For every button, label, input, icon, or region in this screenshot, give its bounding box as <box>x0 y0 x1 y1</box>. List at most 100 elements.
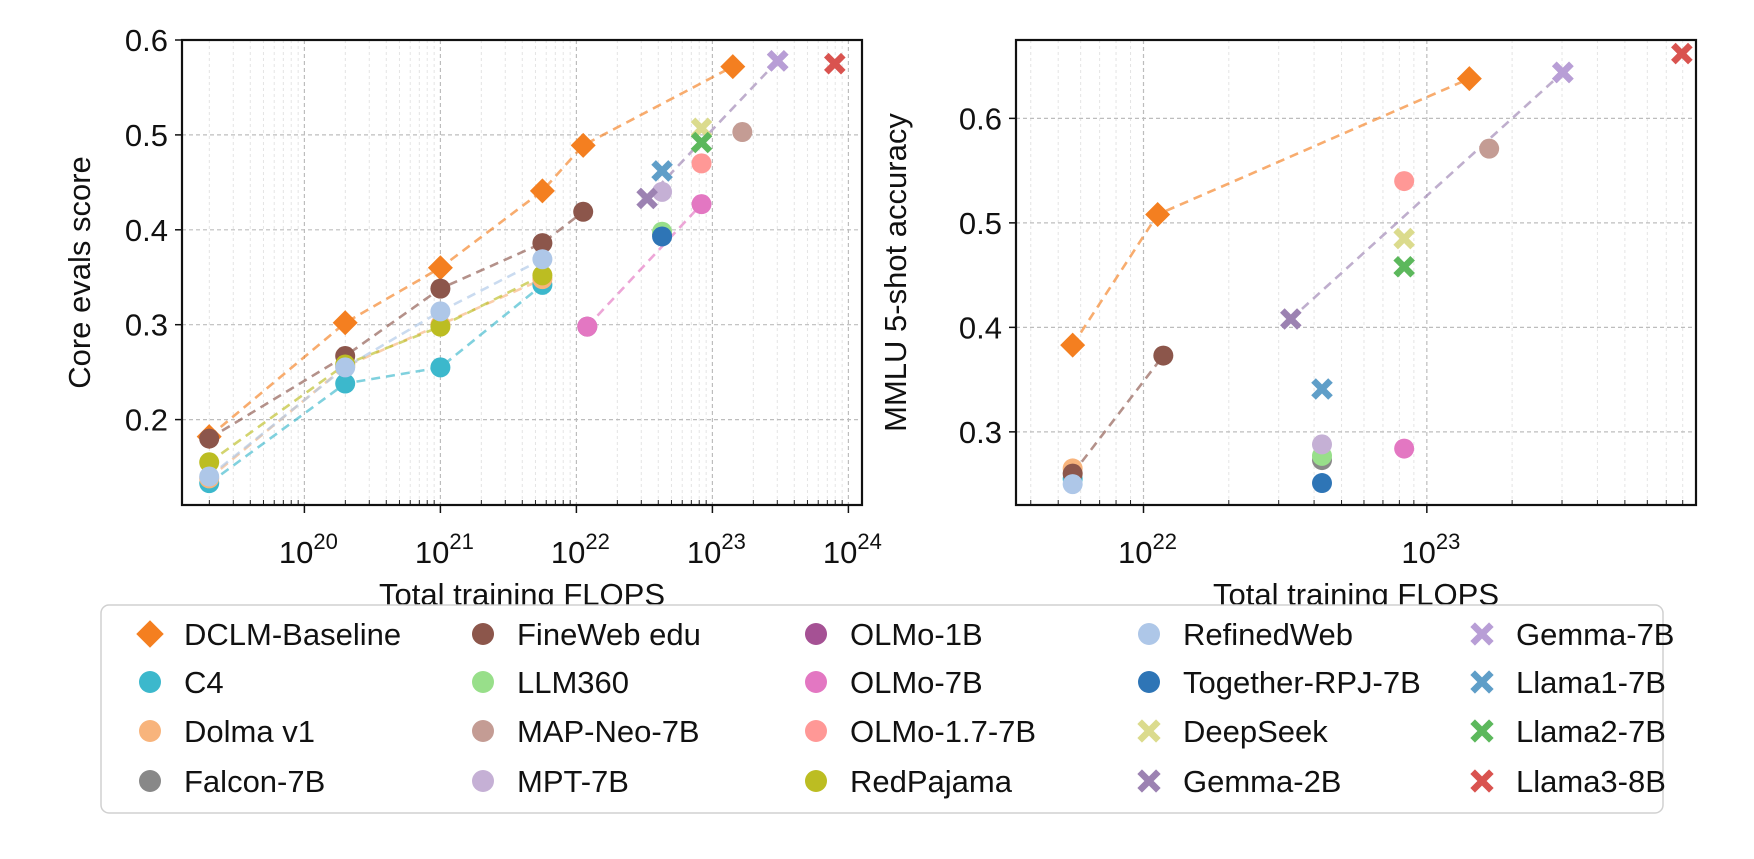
legend-marker <box>1138 623 1160 645</box>
legend-item-gemma-7b: Gemma-7B <box>1470 617 1674 652</box>
series-line-dclm-baseline <box>208 65 734 438</box>
legend-label: Gemma-2B <box>1183 764 1341 799</box>
legend-marker <box>1137 719 1161 743</box>
y-tick-label: 0.4 <box>959 310 1002 345</box>
y-tick-label: 0.6 <box>125 23 168 58</box>
series-line-fineweb-edu <box>1071 354 1165 475</box>
legend-label: MPT-7B <box>517 764 629 799</box>
series-lines <box>1071 71 1564 475</box>
data-point-llama2-7b <box>690 131 713 154</box>
legend-frame <box>100 604 1664 814</box>
x-tick-label: 1023 <box>1401 529 1460 570</box>
major-gridlines <box>182 40 862 505</box>
data-point-llama1-7b <box>1311 378 1333 400</box>
legend-marker <box>472 671 494 693</box>
series-line-gemma-2b <box>1289 71 1564 320</box>
y-tick-label: 0.6 <box>959 101 1002 136</box>
legend-label: C4 <box>184 665 224 700</box>
legend-item-olmo-7b: OLMo-7B <box>805 665 983 700</box>
legend-marker <box>1470 769 1494 793</box>
legend-item-llm360: LLM360 <box>472 665 629 700</box>
data-point-refinedweb <box>335 357 356 378</box>
legend-item-together-rpj-7b: Together-RPJ-7B <box>1138 665 1421 700</box>
data-point-dclm-baseline <box>427 255 453 281</box>
legend-label: DeepSeek <box>1183 714 1328 749</box>
legend-item-deepseek: DeepSeek <box>1137 714 1328 749</box>
legend-label: Falcon-7B <box>184 764 325 799</box>
legend-marker <box>139 770 161 792</box>
data-point-gemma-7b <box>1552 61 1574 84</box>
legend-marker <box>472 770 494 792</box>
data-point-dclm-baseline <box>570 132 596 158</box>
data-point-gemma-7b <box>766 50 789 72</box>
legend-item-mpt-7b: MPT-7B <box>472 764 629 799</box>
data-point-dclm-baseline <box>720 54 746 80</box>
legend-item-dolma-v1: Dolma v1 <box>139 714 315 749</box>
data-point-dclm-baseline <box>1145 202 1171 228</box>
data-point-gemma-2b <box>1280 308 1302 330</box>
legend-label: OLMo-1B <box>850 617 983 652</box>
legend-label: Llama1-7B <box>1516 665 1666 700</box>
data-point-together-rpj-7b <box>652 226 673 247</box>
data-point-dclm-baseline <box>529 178 555 204</box>
legend-marker <box>136 620 164 648</box>
legend-label: Llama3-8B <box>1516 764 1666 799</box>
data-point-llama3-8b <box>824 52 846 75</box>
legend-label: RefinedWeb <box>1183 617 1353 652</box>
legend-marker <box>139 671 161 693</box>
legend-marker <box>472 623 494 645</box>
legend-item-c4: C4 <box>139 665 224 700</box>
data-point-refinedweb <box>430 301 451 322</box>
major-gridlines <box>1016 40 1696 505</box>
legend-item-llama1-7b: Llama1-7B <box>1470 665 1666 700</box>
legend-label: LLM360 <box>517 665 629 700</box>
data-point-map-neo-7b <box>732 122 753 143</box>
legend-label: DCLM-Baseline <box>184 617 401 652</box>
axes-frame <box>180 38 864 507</box>
series-lines <box>208 59 779 485</box>
data-point-refinedweb <box>532 249 553 270</box>
data-point-c4 <box>430 357 451 378</box>
data-point-fineweb-edu <box>1153 345 1174 366</box>
data-point-llama3-8b <box>1671 42 1693 65</box>
data-point-together-rpj-7b <box>1312 473 1332 494</box>
x-tick-label: 1022 <box>551 529 610 570</box>
data-point-fineweb-edu <box>199 428 220 449</box>
data-point-llama2-7b <box>1393 255 1415 278</box>
legend-label: MAP-Neo-7B <box>517 714 700 749</box>
series-line-refinedweb <box>208 258 543 478</box>
legend-marker <box>805 623 827 645</box>
legend-marker <box>805 671 827 693</box>
legend-item-fineweb-edu: FineWeb edu <box>472 617 701 652</box>
data-point-redpajama <box>199 452 220 473</box>
data-point-fineweb-edu <box>573 201 594 222</box>
legend-marker <box>1470 622 1494 646</box>
y-tick-label: 0.5 <box>959 206 1002 241</box>
data-point-refinedweb <box>1062 474 1083 495</box>
axes-frame <box>1014 38 1698 507</box>
data-point-dclm-baseline <box>1060 332 1086 358</box>
legend-marker <box>805 720 827 742</box>
y-tick-label: 0.2 <box>125 403 168 438</box>
legend-marker <box>1137 769 1161 793</box>
legend-marker <box>1138 671 1160 693</box>
data-point-mpt-7b <box>1312 434 1332 455</box>
legend-item-redpajama: RedPajama <box>805 764 1013 799</box>
data-point-deepseek <box>1393 227 1415 250</box>
legend-label: FineWeb edu <box>517 617 701 652</box>
data-point-olmo-1-7-7b <box>691 153 712 174</box>
legend-marker <box>1470 670 1494 694</box>
data-point-dclm-baseline <box>1456 66 1482 92</box>
legend-marker <box>139 720 161 742</box>
legend-marker <box>805 770 827 792</box>
x-tick-label: 1021 <box>415 529 474 570</box>
legend-item-gemma-2b: Gemma-2B <box>1137 764 1341 799</box>
data-point-dclm-baseline <box>332 310 358 336</box>
legend-label: RedPajama <box>850 764 1013 799</box>
data-point-redpajama <box>532 265 553 286</box>
minor-gridlines <box>1030 40 1684 505</box>
y-tick-label: 0.3 <box>959 415 1002 450</box>
